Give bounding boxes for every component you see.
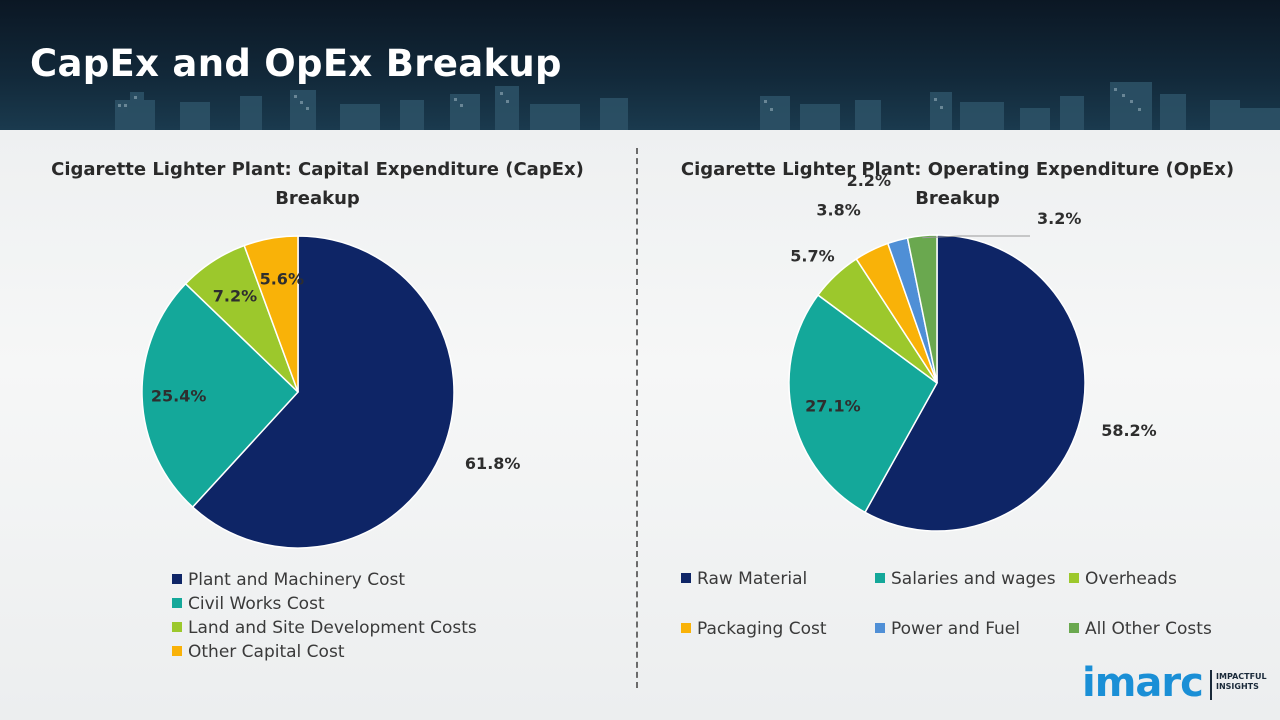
capex-legend-item: Civil Works Cost (172, 594, 325, 614)
opex-data-label-4: 2.2% (847, 171, 891, 190)
capex-legend-item: Land and Site Development Costs (172, 618, 477, 638)
header-banner: CapEx and OpEx Breakup (0, 0, 1280, 130)
page-title: CapEx and OpEx Breakup (30, 42, 562, 85)
opex-legend-label: Raw Material (697, 569, 808, 589)
opex-legend-swatch (1069, 573, 1079, 583)
opex-legend-label: Packaging Cost (697, 619, 827, 639)
opex-legend-item: Power and Fuel (875, 619, 1020, 639)
logo-divider (1210, 670, 1212, 700)
capex-legend-swatch (172, 622, 182, 632)
logo-tagline-line-2: INSIGHTS (1216, 682, 1259, 691)
opex-legend-swatch (875, 623, 885, 633)
opex-slice-5 (906, 234, 938, 384)
capex-data-label-3: 5.6% (260, 269, 304, 288)
capex-chart-title: Cigarette Lighter Plant: Capital Expendi… (51, 159, 584, 209)
opex-legend-item: All Other Costs (1069, 619, 1212, 639)
opex-data-label-0: 58.2% (1101, 421, 1157, 440)
skyline-graphic (115, 82, 1280, 130)
capex-slice-3 (243, 235, 299, 393)
opex-legend-swatch (681, 573, 691, 583)
capex-data-label-0: 61.8% (465, 454, 521, 473)
capex-legend-swatch (172, 598, 182, 608)
opex-data-label-3: 3.8% (816, 201, 860, 220)
opex-legend-label: Overheads (1085, 569, 1177, 589)
opex-chart-title: Cigarette Lighter Plant: Operating Expen… (680, 159, 1235, 209)
logo-tagline: IMPACTFUL INSIGHTS (1216, 672, 1267, 692)
logo-wordmark: imarc (1082, 660, 1204, 706)
opex-legend-swatch (681, 623, 691, 633)
opex-legend-item: Packaging Cost (681, 619, 827, 639)
opex-legend-item: Overheads (1069, 569, 1177, 589)
opex-leader-line-5 (922, 235, 1030, 239)
opex-slice-0 (863, 234, 1086, 532)
capex-legend-item: Plant and Machinery Cost (172, 570, 405, 590)
opex-slice-1 (788, 293, 938, 514)
capex-legend-label: Other Capital Cost (188, 642, 345, 662)
capex-legend-swatch (172, 574, 182, 584)
opex-legend-item: Raw Material (681, 569, 807, 589)
capex-legend-label: Plant and Machinery Cost (188, 570, 406, 590)
capex-legend-label: Civil Works Cost (188, 594, 325, 614)
chart-divider (636, 148, 638, 688)
capex-data-label-1: 25.4% (151, 387, 207, 406)
opex-legend-swatch (875, 573, 885, 583)
opex-legend-swatch (1069, 623, 1079, 633)
imarc-logo: imarc IMPACTFUL INSIGHTS (1082, 660, 1267, 706)
capex-data-label-2: 7.2% (213, 286, 257, 305)
opex-legend-label: All Other Costs (1085, 619, 1212, 639)
opex-legend-label: Power and Fuel (891, 619, 1020, 639)
capex-legend-item: Other Capital Cost (172, 642, 344, 662)
opex-data-label-1: 27.1% (805, 397, 861, 416)
opex-data-label-5: 3.2% (1037, 209, 1081, 228)
capex-legend-swatch (172, 646, 182, 656)
capex-legend-label: Land and Site Development Costs (188, 618, 477, 638)
opex-legend-label: Salaries and wages (891, 569, 1056, 589)
capex-slice-0 (191, 235, 455, 549)
capex-slice-1 (141, 282, 300, 509)
opex-legend-item: Salaries and wages (875, 569, 1056, 589)
logo-tagline-line-1: IMPACTFUL (1216, 672, 1267, 681)
opex-data-label-2: 5.7% (790, 246, 834, 265)
